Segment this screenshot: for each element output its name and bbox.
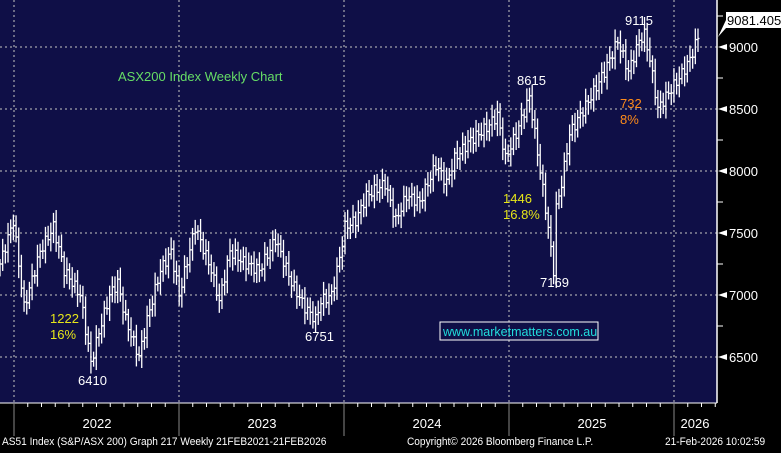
- chart-title: ASX200 Index Weekly Chart: [118, 69, 283, 84]
- x-tick-label: 2023: [248, 416, 277, 431]
- x-axis-ticks: 2022 2023 2024 2025 2026: [13, 403, 716, 436]
- footer-security-info: AS51 Index (S&P/ASX 200) Graph 217 Weekl…: [2, 436, 327, 448]
- y-tick-label: 7500: [729, 226, 758, 241]
- y-tick-arrow: [718, 230, 727, 236]
- y-tick-arrow: [718, 292, 727, 298]
- y-tick-label: 8500: [729, 102, 758, 117]
- y-tick-arrow: [718, 354, 727, 360]
- y-tick-arrow: [718, 168, 727, 174]
- watermark: www.marketmatters.com.au: [439, 321, 599, 341]
- y-tick-arrow: [718, 106, 727, 112]
- annotation-high-8615: 8615: [517, 73, 546, 88]
- y-axis-ticks: 6500 7000 7500 8000 8500 9000: [717, 15, 758, 365]
- annotation-high-9115: 9115: [625, 13, 653, 28]
- annotation-drop-pct: 8%: [620, 112, 639, 127]
- annotation-drop-points: 732: [620, 96, 642, 111]
- y-tick-label: 8000: [729, 164, 758, 179]
- x-tick-label: 2025: [578, 416, 607, 431]
- ohlc-bar: [696, 28, 700, 52]
- gridlines: [0, 0, 717, 403]
- annotation-low-6410: 6410: [78, 373, 107, 388]
- y-tick-label: 7000: [729, 288, 758, 303]
- annotation-low-7169: 7169: [540, 275, 569, 290]
- watermark-text: www.marketmatters.com.au: [442, 325, 597, 339]
- last-value-tag: 9081.405: [718, 12, 781, 37]
- price-bars: [0, 17, 700, 374]
- annotation-drop-points: 1222: [50, 311, 79, 326]
- footer-copyright: Copyright© 2026 Bloomberg Finance L.P.: [407, 436, 594, 448]
- annotation-drop-pct: 16.8%: [503, 207, 540, 222]
- annotation-drop-pct: 16%: [50, 327, 76, 342]
- x-tick-label: 2024: [413, 416, 442, 431]
- y-tick-arrow: [718, 44, 727, 50]
- last-value-label: 9081.405: [727, 13, 781, 28]
- x-tick-label: 2026: [681, 416, 710, 431]
- annotation-drop-points: 1446: [503, 191, 532, 206]
- x-tick-label: 2022: [83, 416, 112, 431]
- y-tick-label: 9000: [729, 40, 758, 55]
- annotation-low-6751: 6751: [305, 329, 334, 344]
- annotations: 9115 8615 732 8% 1446 16.8% 7169 1222 16…: [50, 13, 653, 388]
- y-tick-label: 6500: [729, 350, 758, 365]
- footer-timestamp: 21-Feb-2026 10:02:59: [665, 436, 766, 448]
